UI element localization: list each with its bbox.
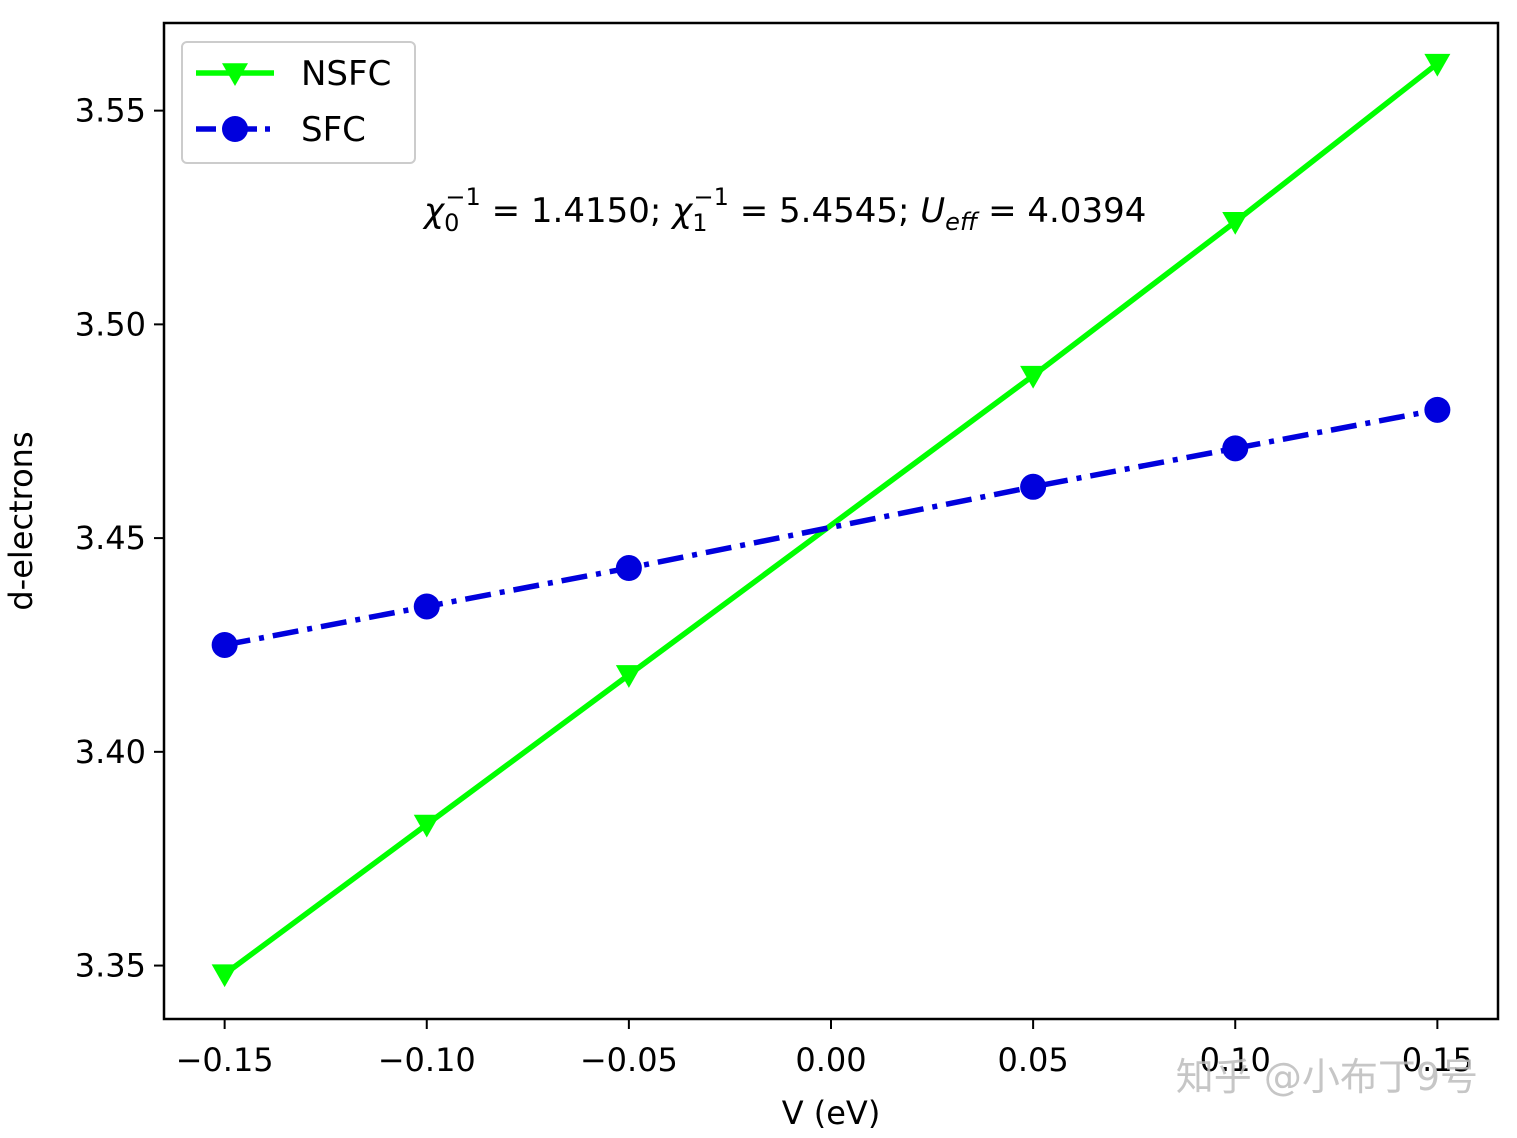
x-tick-label: −0.05 <box>580 1041 678 1079</box>
y-axis-ticks: 3.35 3.40 3.45 3.50 3.55 <box>75 92 164 985</box>
series-line-nsfc <box>223 61 1440 977</box>
data-point-nsfc <box>1222 212 1249 235</box>
chi1-value: = 5.4545; <box>729 191 920 231</box>
data-point-sfc <box>615 555 642 582</box>
x-tick-label: −0.15 <box>176 1041 274 1079</box>
y-tick-label: 3.35 <box>75 947 146 985</box>
y-tick-label: 3.45 <box>75 519 146 557</box>
chi0-superscript: −1 <box>445 183 480 211</box>
chart-annotation: χ0−1 = 1.4150; χ1−1 = 5.4545; Ueff = 4.0… <box>422 183 1146 237</box>
data-point-nsfc <box>1020 365 1047 389</box>
data-point-nsfc <box>615 665 642 688</box>
data-point-nsfc <box>211 964 238 988</box>
data-point-sfc <box>1222 435 1249 462</box>
x-tick-label: 0.05 <box>997 1041 1068 1079</box>
watermark: 知乎 @小布丁9号 <box>1176 1055 1478 1099</box>
data-point-sfc <box>413 593 440 620</box>
chi0-subscript: 0 <box>444 209 459 237</box>
ueff-subscript: eff <box>945 208 980 236</box>
data-point-nsfc <box>413 814 440 838</box>
chi1-symbol: χ <box>670 191 694 231</box>
series-line-sfc <box>224 407 1438 648</box>
x-tick-label: 0.15 <box>1402 1041 1473 1079</box>
x-axis-title: V (eV) <box>782 1094 881 1132</box>
y-tick-label: 3.55 <box>75 92 146 130</box>
data-point-sfc <box>1020 473 1047 500</box>
data-point-sfc <box>1424 396 1451 423</box>
x-tick-label: 0.10 <box>1200 1041 1271 1079</box>
series-layer <box>211 53 1451 988</box>
legend: NSFC SFC <box>181 41 416 164</box>
y-axis-title: d-electrons <box>2 431 40 610</box>
ueff-symbol: U <box>920 191 945 231</box>
y-tick-label: 3.50 <box>75 305 146 343</box>
x-axis-ticks: −0.15 −0.10 −0.05 0.00 0.05 0.10 0.15 <box>176 1019 1473 1079</box>
legend-items: NSFC SFC <box>196 54 391 150</box>
chi0-value: = 1.4150; <box>481 191 672 231</box>
chi1-subscript: 1 <box>692 209 707 237</box>
data-point-nsfc <box>222 63 248 86</box>
data-point-sfc <box>222 116 248 142</box>
data-point-sfc <box>211 631 238 658</box>
chi0-symbol: χ <box>422 191 446 231</box>
legend-label-nsfc: NSFC <box>301 54 391 94</box>
ueff-value: = 4.0394 <box>977 191 1146 231</box>
chi1-superscript: −1 <box>694 183 729 211</box>
x-tick-label: −0.10 <box>378 1041 476 1079</box>
data-point-nsfc <box>1424 53 1451 77</box>
legend-label-sfc: SFC <box>301 110 366 150</box>
x-tick-label: 0.00 <box>795 1041 866 1079</box>
y-tick-label: 3.40 <box>75 733 146 771</box>
